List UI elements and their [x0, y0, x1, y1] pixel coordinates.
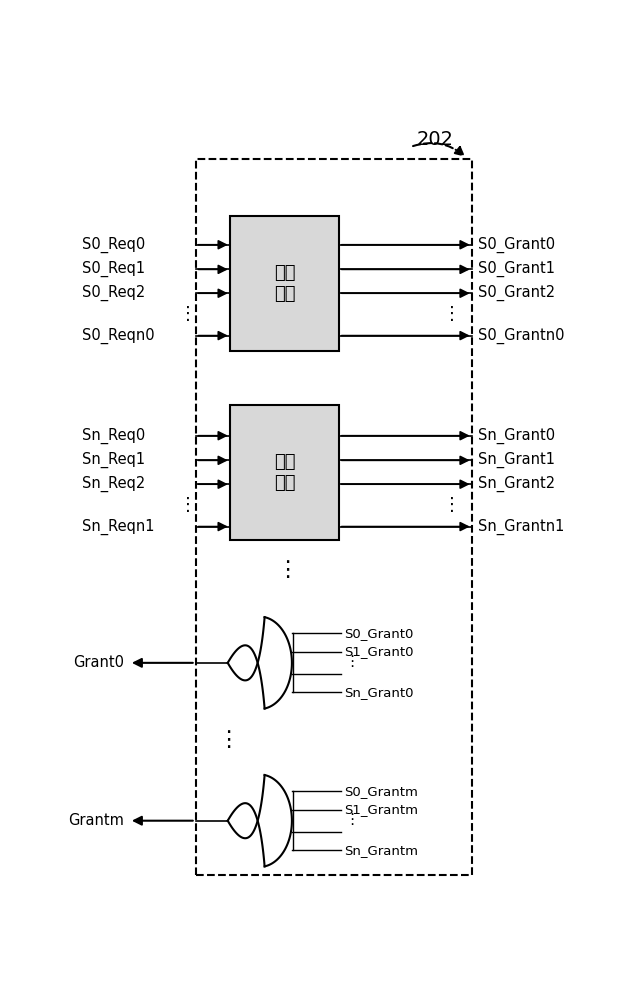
Text: Sn_Req1: Sn_Req1: [82, 452, 145, 468]
Text: ⋮: ⋮: [443, 305, 461, 323]
Text: ⋮: ⋮: [276, 560, 298, 580]
Text: Grant0: Grant0: [73, 655, 124, 670]
Text: 仲裁
逻辑: 仲裁 逻辑: [274, 264, 296, 303]
Text: Sn_Grant0: Sn_Grant0: [478, 428, 555, 444]
Text: ⋮: ⋮: [217, 730, 239, 750]
Text: ⋮: ⋮: [179, 305, 197, 323]
Bar: [230, 405, 339, 540]
Text: Sn_Grant0: Sn_Grant0: [344, 686, 413, 699]
Text: S0_Grantn0: S0_Grantn0: [478, 327, 564, 344]
Text: S0_Grant2: S0_Grant2: [478, 285, 555, 301]
Text: S0_Req0: S0_Req0: [82, 237, 145, 253]
Text: ⋮: ⋮: [344, 654, 359, 669]
Text: S1_Grant0: S1_Grant0: [344, 645, 413, 658]
Text: S0_Grantm: S0_Grantm: [344, 785, 418, 798]
Text: S0_Grant0: S0_Grant0: [344, 627, 413, 640]
Text: Sn_Grant1: Sn_Grant1: [478, 452, 555, 468]
Text: Sn_Grant2: Sn_Grant2: [478, 476, 555, 492]
Text: Sn_Req2: Sn_Req2: [82, 476, 145, 492]
Text: 仲裁
逻辑: 仲裁 逻辑: [274, 453, 296, 492]
Text: S0_Req1: S0_Req1: [82, 261, 145, 277]
Text: Grantm: Grantm: [68, 813, 124, 828]
FancyArrowPatch shape: [413, 143, 463, 155]
Text: ⋮: ⋮: [443, 496, 461, 514]
Text: S0_Grant0: S0_Grant0: [478, 237, 555, 253]
Text: ⋮: ⋮: [344, 812, 359, 827]
Bar: [196, 158, 472, 875]
Bar: [230, 216, 339, 351]
Text: ⋮: ⋮: [179, 496, 197, 514]
Text: S0_Req2: S0_Req2: [82, 285, 145, 301]
Text: Sn_Grantm: Sn_Grantm: [344, 844, 418, 857]
Text: Sn_Grantn1: Sn_Grantn1: [478, 518, 564, 535]
Text: Sn_Reqn1: Sn_Reqn1: [82, 518, 155, 535]
Text: S0_Grant1: S0_Grant1: [478, 261, 555, 277]
Text: 202: 202: [417, 130, 454, 149]
Text: S1_Grantm: S1_Grantm: [344, 803, 418, 816]
Text: S0_Reqn0: S0_Reqn0: [82, 327, 155, 344]
Text: Sn_Req0: Sn_Req0: [82, 428, 145, 444]
